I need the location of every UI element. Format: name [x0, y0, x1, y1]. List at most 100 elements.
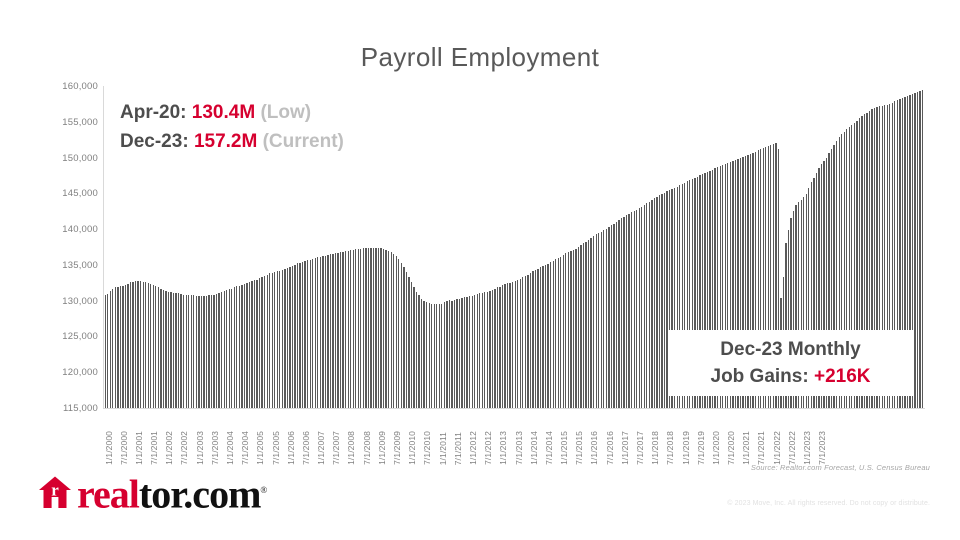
bar [851, 124, 853, 408]
x-axis-tick: 1/1/2005 [255, 431, 266, 465]
bar [884, 105, 886, 408]
bar [709, 170, 711, 408]
bar [304, 261, 306, 408]
bar [767, 146, 769, 408]
bar [567, 251, 570, 408]
bar [117, 286, 119, 408]
bar [706, 171, 709, 408]
bar [215, 293, 218, 408]
bar [301, 262, 304, 408]
bar [155, 286, 157, 408]
bar [423, 300, 425, 408]
bar [808, 188, 810, 408]
bar [223, 291, 225, 408]
bar [185, 294, 187, 408]
bar [922, 89, 924, 408]
bar [668, 190, 671, 408]
logo-word-red: real [77, 471, 140, 517]
bar [104, 295, 106, 408]
bar [777, 148, 780, 408]
house-icon: r [38, 475, 72, 509]
bar [274, 272, 276, 408]
bar [375, 247, 377, 408]
bar [122, 286, 124, 408]
bar [441, 303, 443, 408]
logo-wordmark: realtor.com® [77, 470, 267, 517]
x-axis-tick: 1/1/2012 [467, 431, 478, 465]
bar [339, 252, 342, 408]
bar [251, 281, 253, 408]
bar [428, 303, 430, 408]
bar [347, 250, 349, 408]
bar [858, 118, 861, 408]
bar [142, 282, 144, 408]
bar [866, 112, 868, 408]
bar [684, 182, 686, 408]
source-note: Source: Realtor.com Forecast, U.S. Censu… [750, 463, 930, 472]
bar [362, 248, 365, 408]
bar [879, 106, 881, 408]
bar [891, 102, 893, 408]
copyright-note: © 2023 Move, Inc. All rights reserved. D… [727, 500, 930, 507]
bar [911, 93, 914, 408]
bar [458, 298, 461, 408]
bar [881, 105, 883, 408]
bar [152, 284, 154, 408]
job-gains-line2: Job Gains: +216K [711, 363, 871, 390]
bar [765, 147, 767, 408]
bar [312, 258, 314, 408]
bar [451, 300, 453, 408]
x-axis-tick: 7/1/2000 [118, 431, 129, 465]
bar [137, 281, 139, 408]
bar [289, 267, 291, 408]
bar [205, 295, 208, 408]
x-axis-tick: 7/1/2014 [543, 431, 554, 465]
bar [598, 233, 600, 408]
bar [605, 228, 607, 408]
bar [233, 287, 235, 408]
x-axis-tick: 7/1/2015 [574, 431, 585, 465]
y-axis-tick: 115,000 [62, 403, 98, 414]
bar [512, 281, 514, 408]
bar [380, 248, 382, 408]
bar [542, 265, 544, 408]
x-axis-tick: 1/1/2003 [194, 431, 205, 465]
x-axis-tick: 7/1/2002 [179, 431, 190, 465]
bar [350, 250, 352, 408]
bar [856, 120, 858, 408]
svg-text:r: r [51, 481, 59, 500]
bar [585, 241, 587, 408]
bar [565, 253, 567, 408]
x-axis-tick: 1/1/2017 [619, 431, 630, 465]
logo-word-black: tor.com [138, 471, 261, 517]
bar [641, 206, 643, 408]
bar [871, 109, 873, 408]
bar [593, 236, 595, 408]
x-axis-tick: 1/1/2016 [589, 431, 600, 465]
bar [646, 203, 648, 408]
x-axis-tick: 1/1/2019 [680, 431, 691, 465]
bar [162, 290, 165, 408]
x-axis-tick: 7/1/2005 [270, 431, 281, 465]
bar [547, 263, 549, 408]
annotation-line-low: Apr-20: 130.4M (Low) [120, 98, 344, 127]
bar [314, 258, 316, 408]
bar [732, 160, 734, 408]
bar [798, 202, 800, 408]
bar [226, 290, 228, 408]
x-axis-tick: 7/1/2007 [331, 431, 342, 465]
x-axis-tick: 7/1/2021 [756, 431, 767, 465]
bar [291, 265, 294, 408]
x-axis-tick: 7/1/2013 [513, 431, 524, 465]
bar [651, 200, 653, 408]
bar [132, 281, 134, 408]
bar [537, 268, 539, 408]
realtor-logo: r realtor.com® [38, 470, 267, 517]
bar [382, 248, 385, 408]
bar [319, 256, 321, 408]
bar [400, 262, 402, 408]
bar [825, 157, 828, 408]
bar [805, 193, 807, 408]
bar [833, 145, 835, 408]
x-axis-tick: 1/1/2004 [224, 431, 235, 465]
